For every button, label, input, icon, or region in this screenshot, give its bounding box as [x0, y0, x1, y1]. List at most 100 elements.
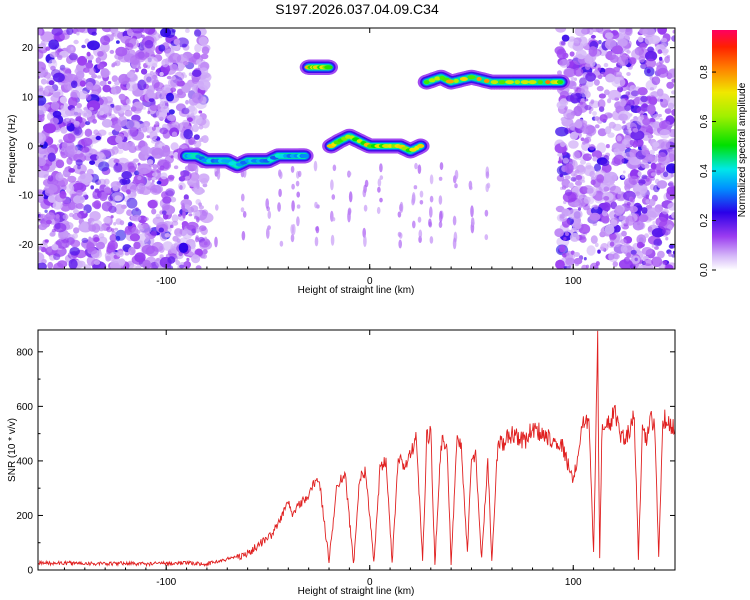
- noise-blob: [580, 137, 585, 141]
- noise-streak: [362, 188, 367, 198]
- noise-blob: [629, 206, 638, 213]
- noise-blob: [182, 228, 193, 240]
- noise-blob: [97, 63, 105, 70]
- signal-peak: [483, 78, 490, 83]
- noise-blob: [590, 34, 596, 39]
- noise-blob: [626, 126, 630, 130]
- spectrogram-y-tick-label: -10: [19, 191, 34, 202]
- snr-x-tick-label: -100: [156, 577, 176, 588]
- noise-blob: [106, 226, 113, 233]
- signal-peak: [520, 80, 530, 85]
- noise-blob: [588, 154, 592, 158]
- noise-blob: [61, 140, 75, 151]
- noise-blob: [614, 205, 624, 216]
- noise-blob: [620, 238, 627, 245]
- noise-blob: [590, 179, 596, 186]
- noise-blob: [113, 222, 117, 226]
- noise-blob: [194, 43, 202, 53]
- noise-blob: [118, 258, 126, 266]
- noise-blob: [146, 135, 151, 139]
- noise-blob: [66, 117, 70, 122]
- noise-blob: [105, 255, 111, 262]
- noise-blob: [573, 105, 583, 117]
- noise-blob: [586, 187, 594, 194]
- noise-blob: [604, 32, 614, 39]
- noise-blob: [40, 31, 55, 42]
- noise-streak: [296, 216, 300, 227]
- noise-blob: [147, 177, 152, 181]
- noise-blob: [161, 61, 166, 66]
- noise-blob: [672, 29, 675, 34]
- noise-blob: [562, 157, 569, 164]
- noise-blob: [659, 42, 668, 50]
- noise-blob: [161, 203, 170, 211]
- noise-streak: [397, 211, 402, 218]
- noise-blob: [70, 107, 83, 117]
- noise-blob: [560, 41, 566, 46]
- noise-blob: [151, 66, 155, 71]
- noise-blob: [671, 211, 675, 219]
- noise-blob: [657, 49, 663, 55]
- noise-blob: [599, 71, 607, 77]
- noise-blob: [642, 118, 651, 126]
- noise-blob: [646, 95, 651, 101]
- noise-blob: [171, 220, 179, 226]
- noise-blob: [176, 233, 182, 238]
- noise-blob: [645, 50, 658, 62]
- noise-blob: [144, 155, 148, 159]
- snr-line-layer: [38, 330, 675, 568]
- noise-blob: [115, 135, 123, 144]
- noise-blob: [131, 208, 142, 217]
- noise-blob: [191, 92, 204, 104]
- noise-blob: [588, 110, 592, 115]
- noise-streak: [292, 223, 296, 236]
- noise-blob: [617, 190, 622, 195]
- noise-blob: [584, 63, 591, 70]
- noise-blob: [85, 121, 91, 126]
- signal-peak: [545, 80, 551, 85]
- noise-blob: [568, 182, 574, 189]
- noise-blob: [666, 163, 675, 174]
- noise-streak: [379, 163, 383, 173]
- noise-blob: [160, 105, 170, 114]
- noise-blob: [115, 229, 127, 241]
- noise-blob: [143, 73, 154, 84]
- noise-blob: [584, 104, 592, 111]
- noise-streak: [414, 162, 418, 170]
- noise-blob: [626, 72, 631, 76]
- noise-blob: [88, 236, 92, 240]
- noise-blob: [625, 215, 635, 226]
- noise-streak: [379, 197, 383, 203]
- noise-blob: [199, 240, 212, 250]
- noise-blob: [586, 245, 596, 256]
- noise-blob: [50, 117, 59, 125]
- noise-blob: [76, 189, 83, 196]
- noise-blob: [201, 118, 210, 129]
- noise-streak: [181, 202, 185, 211]
- signal-peak: [300, 153, 309, 158]
- noise-blob: [152, 216, 164, 226]
- noise-blob: [629, 139, 635, 146]
- noise-blob: [58, 230, 67, 240]
- signal-peak: [324, 65, 333, 70]
- noise-blob: [85, 81, 94, 91]
- noise-blob: [188, 213, 193, 217]
- noise-blob: [603, 186, 610, 192]
- noise-blob: [200, 178, 209, 185]
- noise-blob: [69, 246, 80, 256]
- noise-blob: [581, 264, 588, 269]
- noise-blob: [605, 73, 616, 83]
- spectrogram-y-tick-label: 0: [27, 142, 33, 153]
- noise-streak: [290, 165, 295, 173]
- noise-blob: [115, 218, 122, 225]
- noise-streak: [484, 209, 489, 217]
- noise-streak: [412, 220, 416, 229]
- noise-blob: [68, 96, 78, 108]
- noise-streak: [215, 204, 219, 211]
- noise-blob: [62, 133, 76, 144]
- noise-blob: [652, 221, 656, 225]
- noise-blob: [186, 117, 193, 123]
- noise-blob: [68, 201, 76, 211]
- noise-blob: [111, 146, 119, 155]
- noise-blob: [84, 128, 93, 137]
